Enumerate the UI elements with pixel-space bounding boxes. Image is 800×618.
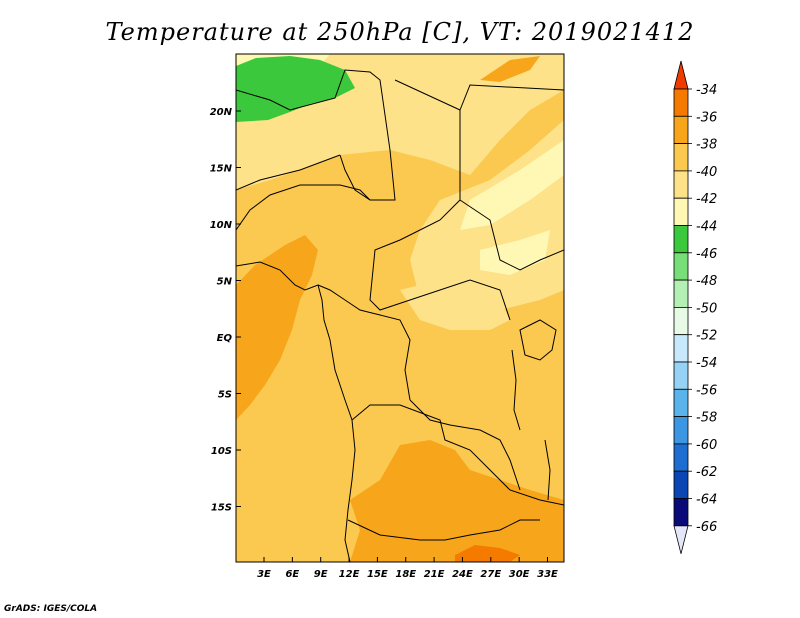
lake-victoria bbox=[519, 319, 557, 361]
lon-tick-label: 6E bbox=[285, 569, 299, 580]
lat-tick-label: 10N bbox=[210, 220, 233, 231]
colorbar-label: -58 bbox=[696, 411, 717, 426]
field-band-38-west bbox=[236, 235, 318, 420]
colorbar-label: -60 bbox=[696, 438, 717, 453]
colorbar-label: -54 bbox=[696, 356, 717, 371]
colorbar-label: -38 bbox=[696, 138, 717, 153]
colorbar-segment bbox=[673, 115, 689, 145]
colorbar-arrow-top bbox=[673, 60, 689, 90]
colorbar-label: -36 bbox=[696, 110, 717, 125]
lon-tick-label: 33E bbox=[537, 569, 558, 580]
colorbar-segment bbox=[673, 416, 689, 445]
colorbar-segment bbox=[673, 88, 689, 117]
lon-tick-label: 3E bbox=[257, 569, 271, 580]
colorbar-segment bbox=[673, 361, 689, 390]
coastlines-borders bbox=[236, 69, 564, 562]
colorbar-label: -34 bbox=[696, 83, 717, 98]
border-south bbox=[351, 404, 564, 506]
lat-tick-label: EQ bbox=[217, 333, 233, 344]
temperature-field bbox=[236, 54, 564, 562]
lake-malawi bbox=[544, 439, 551, 501]
lat-tick-label: 10S bbox=[211, 446, 232, 457]
colorbar-segment bbox=[673, 143, 689, 172]
lat-tick-label: 5N bbox=[217, 277, 233, 288]
colorbar-segment bbox=[673, 306, 689, 336]
lon-tick-label: 9E bbox=[314, 569, 328, 580]
colorbar-label: -56 bbox=[696, 383, 717, 398]
colorbar-segment bbox=[673, 170, 689, 199]
lon-tick-label: 30E bbox=[509, 569, 530, 580]
colorbar-label: -66 bbox=[696, 520, 717, 535]
colorbar-segment bbox=[673, 225, 689, 254]
colorbar-segment bbox=[673, 252, 689, 281]
colorbar-segment bbox=[673, 388, 689, 417]
lat-tick-label: 15N bbox=[210, 164, 233, 175]
lon-tick-label: 15E bbox=[367, 569, 388, 580]
colorbar-segment bbox=[673, 498, 689, 527]
colorbar-label: -64 bbox=[696, 493, 717, 508]
border-far-south bbox=[347, 519, 540, 541]
border-east bbox=[459, 199, 564, 271]
colorbar-segment bbox=[673, 443, 689, 472]
field-band-38-south bbox=[350, 440, 564, 562]
colorbar-label: -50 bbox=[696, 301, 717, 316]
grads-credit: GrADS: IGES/COLA bbox=[4, 604, 98, 614]
lake-tanganyika bbox=[511, 349, 521, 431]
atlantic-coastline bbox=[236, 261, 356, 562]
colorbar-label: -40 bbox=[696, 165, 717, 180]
lon-tick-label: 18E bbox=[395, 569, 416, 580]
colorbar-label: -62 bbox=[696, 465, 717, 480]
colorbar-segment bbox=[673, 334, 689, 363]
border-north bbox=[236, 69, 396, 201]
lat-tick-label: 15S bbox=[211, 503, 232, 514]
border-east-north bbox=[459, 84, 564, 111]
lat-tick-label: 20N bbox=[210, 107, 233, 118]
colorbar-label: -48 bbox=[696, 274, 717, 289]
map-title: Temperature at 250hPa [C], VT: 201902141… bbox=[105, 18, 695, 46]
border-central bbox=[369, 79, 511, 321]
field-band-42-lakes bbox=[400, 280, 510, 330]
latitude-axis: 20N 15N 10N 5N EQ 5S 10S 15S bbox=[210, 107, 241, 514]
lat-tick-label: 5S bbox=[218, 390, 232, 401]
colorbar-label: -44 bbox=[696, 220, 717, 235]
colorbar-label: -52 bbox=[696, 329, 717, 344]
border-sahel bbox=[236, 154, 341, 191]
colorbar-label: -46 bbox=[696, 247, 717, 262]
colorbar-segment bbox=[673, 197, 689, 226]
lon-tick-label: 27E bbox=[480, 569, 501, 580]
plot-frame bbox=[235, 53, 565, 563]
colorbar-label: -42 bbox=[696, 192, 717, 207]
field-band-46 bbox=[236, 56, 355, 122]
colorbar: -34 -36 -38 -40 -42 -44 -46 -48 -50 -52 -54 -56 -58 -… bbox=[673, 60, 717, 554]
colorbar-arrow-bottom bbox=[673, 525, 689, 554]
border-west bbox=[236, 184, 371, 231]
colorbar-segment bbox=[673, 470, 689, 499]
lon-tick-label: 21E bbox=[424, 569, 445, 580]
field-band-44-streak bbox=[460, 140, 564, 230]
border-south-central bbox=[409, 399, 521, 491]
lon-tick-label: 12E bbox=[339, 569, 360, 580]
lon-tick-label: 24E bbox=[452, 569, 473, 580]
longitude-axis: 3E 6E 9E 12E 15E 18E 21E 24E 27E 30E 33E bbox=[257, 557, 558, 580]
border-congo bbox=[317, 284, 411, 401]
colorbar-segment bbox=[673, 279, 689, 308]
field-band-38-ne bbox=[480, 56, 540, 82]
field-band-36-south bbox=[455, 545, 520, 562]
